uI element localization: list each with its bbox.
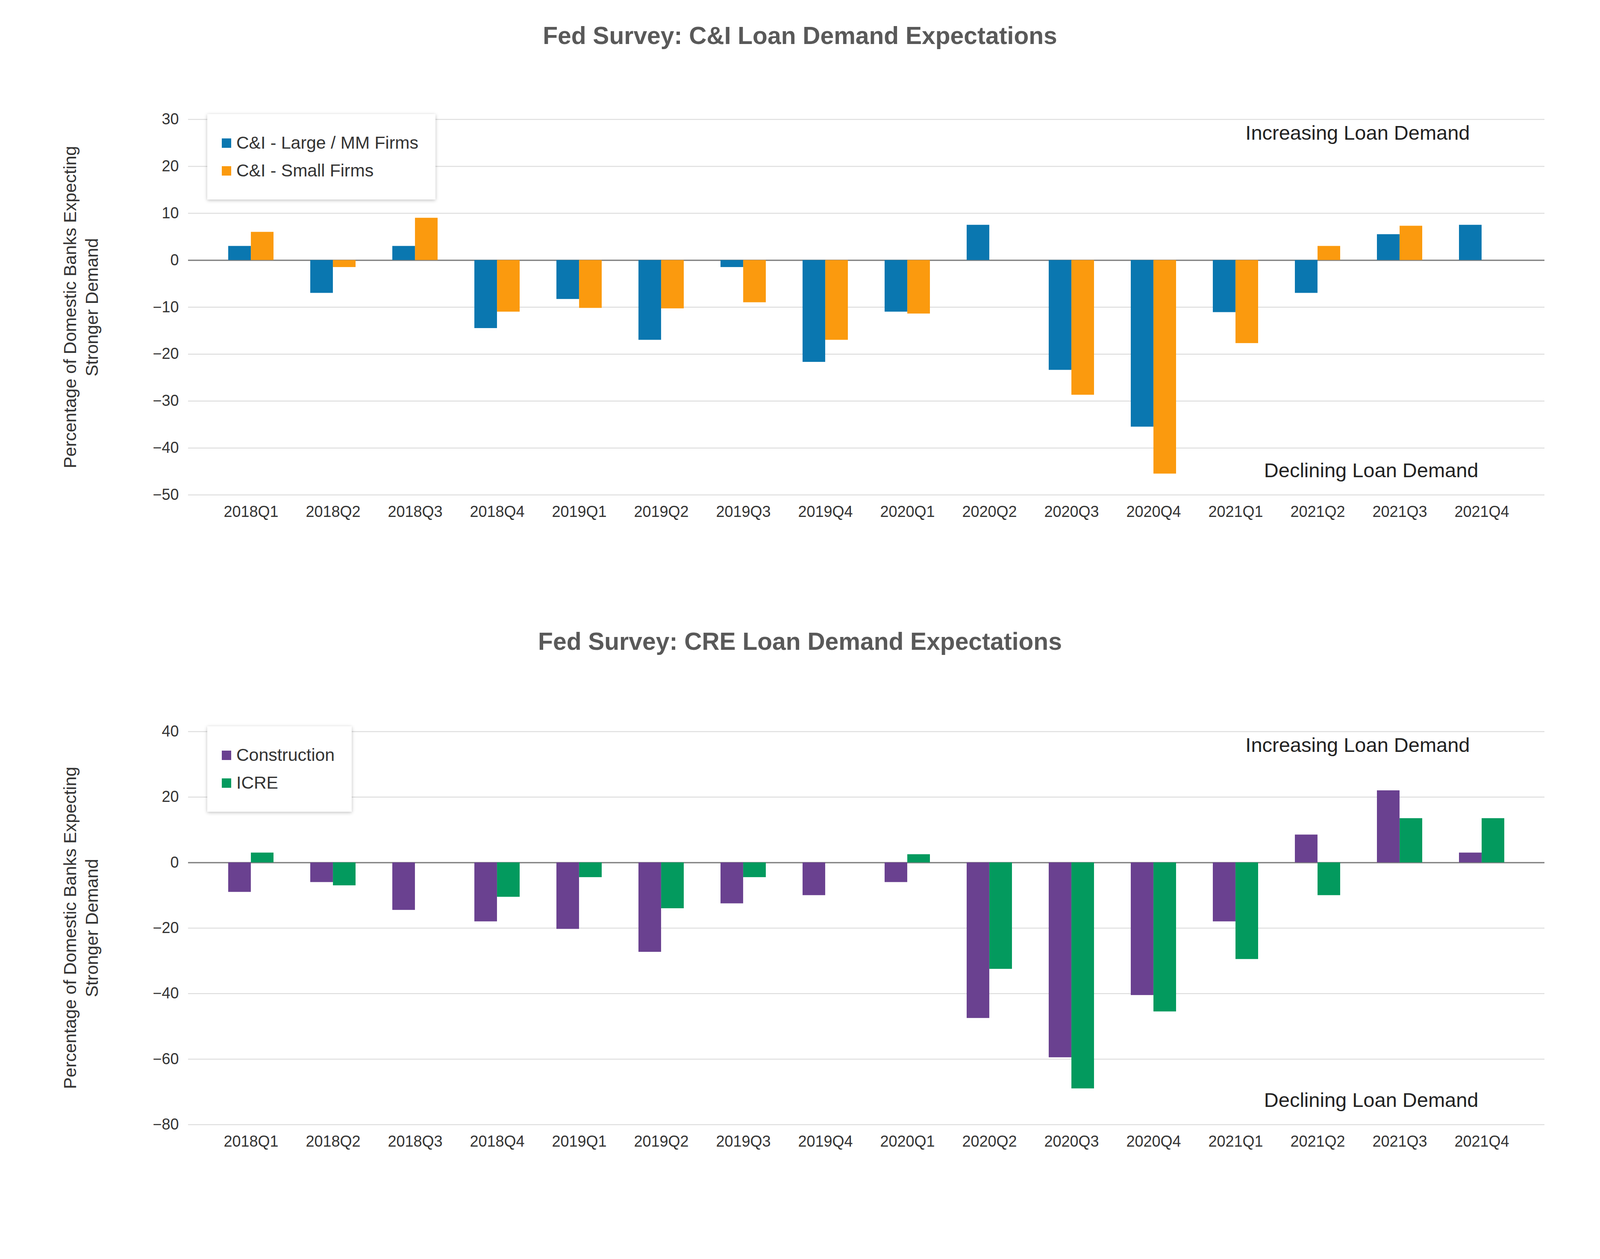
svg-text:2019Q1: 2019Q1 <box>551 502 607 521</box>
svg-text:2021Q1: 2021Q1 <box>1208 502 1263 521</box>
svg-text:2020Q1: 2020Q1 <box>879 502 935 521</box>
svg-text:2020Q2: 2020Q2 <box>961 502 1017 521</box>
svg-text:−20: −20 <box>152 919 179 937</box>
svg-text:0: 0 <box>170 853 179 872</box>
html-text:Percentage of Domestic Banks E: Percentage of Domestic Banks Expecting S… <box>60 145 102 469</box>
svg-text:−10: −10 <box>152 298 179 316</box>
svg-text:2020Q3: 2020Q3 <box>1044 1132 1099 1151</box>
svg-text:2019Q3: 2019Q3 <box>715 1132 771 1151</box>
svg-text:2020Q4: 2020Q4 <box>1126 1132 1181 1151</box>
svg-text:2020Q4: 2020Q4 <box>1126 502 1181 521</box>
svg-text:2018Q2: 2018Q2 <box>305 502 361 521</box>
svg-text:2018Q1: 2018Q1 <box>223 502 279 521</box>
svg-text:2020Q3: 2020Q3 <box>1044 502 1099 521</box>
html-text:C&I - Small Firms: C&I - Small Firms <box>236 160 374 181</box>
svg-text:2021Q2: 2021Q2 <box>1290 502 1345 521</box>
svg-text:2021Q3: 2021Q3 <box>1372 1132 1427 1151</box>
svg-text:20: 20 <box>161 157 179 175</box>
svg-text:−50: −50 <box>152 485 179 504</box>
svg-text:2018Q4: 2018Q4 <box>469 502 525 521</box>
html-text:Construction: Construction <box>236 745 335 765</box>
html-text:Percentage of Domestic Banks E: Percentage of Domestic Banks Expecting S… <box>60 767 102 1090</box>
svg-text:2019Q1: 2019Q1 <box>551 1132 607 1151</box>
svg-text:10: 10 <box>161 204 179 222</box>
svg-text:−40: −40 <box>152 438 179 457</box>
svg-text:2019Q4: 2019Q4 <box>797 1132 853 1151</box>
svg-text:2018Q3: 2018Q3 <box>387 1132 443 1151</box>
svg-text:2019Q2: 2019Q2 <box>633 502 689 521</box>
svg-text:20: 20 <box>161 788 179 806</box>
svg-text:2021Q3: 2021Q3 <box>1372 502 1427 521</box>
svg-text:30: 30 <box>161 110 179 128</box>
svg-text:−60: −60 <box>152 1050 179 1068</box>
svg-text:40: 40 <box>161 722 179 741</box>
html-text:C&I - Large / MM Firms: C&I - Large / MM Firms <box>236 132 419 153</box>
svg-text:−30: −30 <box>152 391 179 410</box>
svg-text:−40: −40 <box>152 984 179 1003</box>
svg-text:2018Q4: 2018Q4 <box>469 1132 525 1151</box>
html-text:Fed Survey: CRE Loan Demand Ex: Fed Survey: CRE Loan Demand Expectations <box>538 627 1062 656</box>
html-text:ICRE: ICRE <box>236 773 279 793</box>
svg-text:2019Q3: 2019Q3 <box>715 502 771 521</box>
svg-text:2021Q2: 2021Q2 <box>1290 1132 1345 1151</box>
svg-text:2018Q1: 2018Q1 <box>223 1132 279 1151</box>
svg-text:−80: −80 <box>152 1115 179 1134</box>
svg-text:2021Q1: 2021Q1 <box>1208 1132 1263 1151</box>
svg-text:2020Q2: 2020Q2 <box>961 1132 1017 1151</box>
svg-text:0: 0 <box>170 251 179 269</box>
svg-text:Increasing Loan Demand: Increasing Loan Demand <box>1245 121 1470 145</box>
svg-text:2019Q2: 2019Q2 <box>633 1132 689 1151</box>
html-text:Fed Survey: C&I Loan Demand Ex: Fed Survey: C&I Loan Demand Expectations <box>542 21 1058 50</box>
svg-text:2019Q4: 2019Q4 <box>797 502 853 521</box>
svg-text:−20: −20 <box>152 344 179 363</box>
svg-text:Increasing Loan Demand: Increasing Loan Demand <box>1245 733 1470 757</box>
svg-text:Declining Loan Demand: Declining Loan Demand <box>1264 1088 1479 1112</box>
svg-text:2021Q4: 2021Q4 <box>1454 502 1509 521</box>
svg-text:2020Q1: 2020Q1 <box>879 1132 935 1151</box>
svg-text:2018Q3: 2018Q3 <box>387 502 443 521</box>
svg-text:Declining Loan Demand: Declining Loan Demand <box>1264 458 1479 482</box>
svg-text:2021Q4: 2021Q4 <box>1454 1132 1509 1151</box>
svg-text:2018Q2: 2018Q2 <box>305 1132 361 1151</box>
